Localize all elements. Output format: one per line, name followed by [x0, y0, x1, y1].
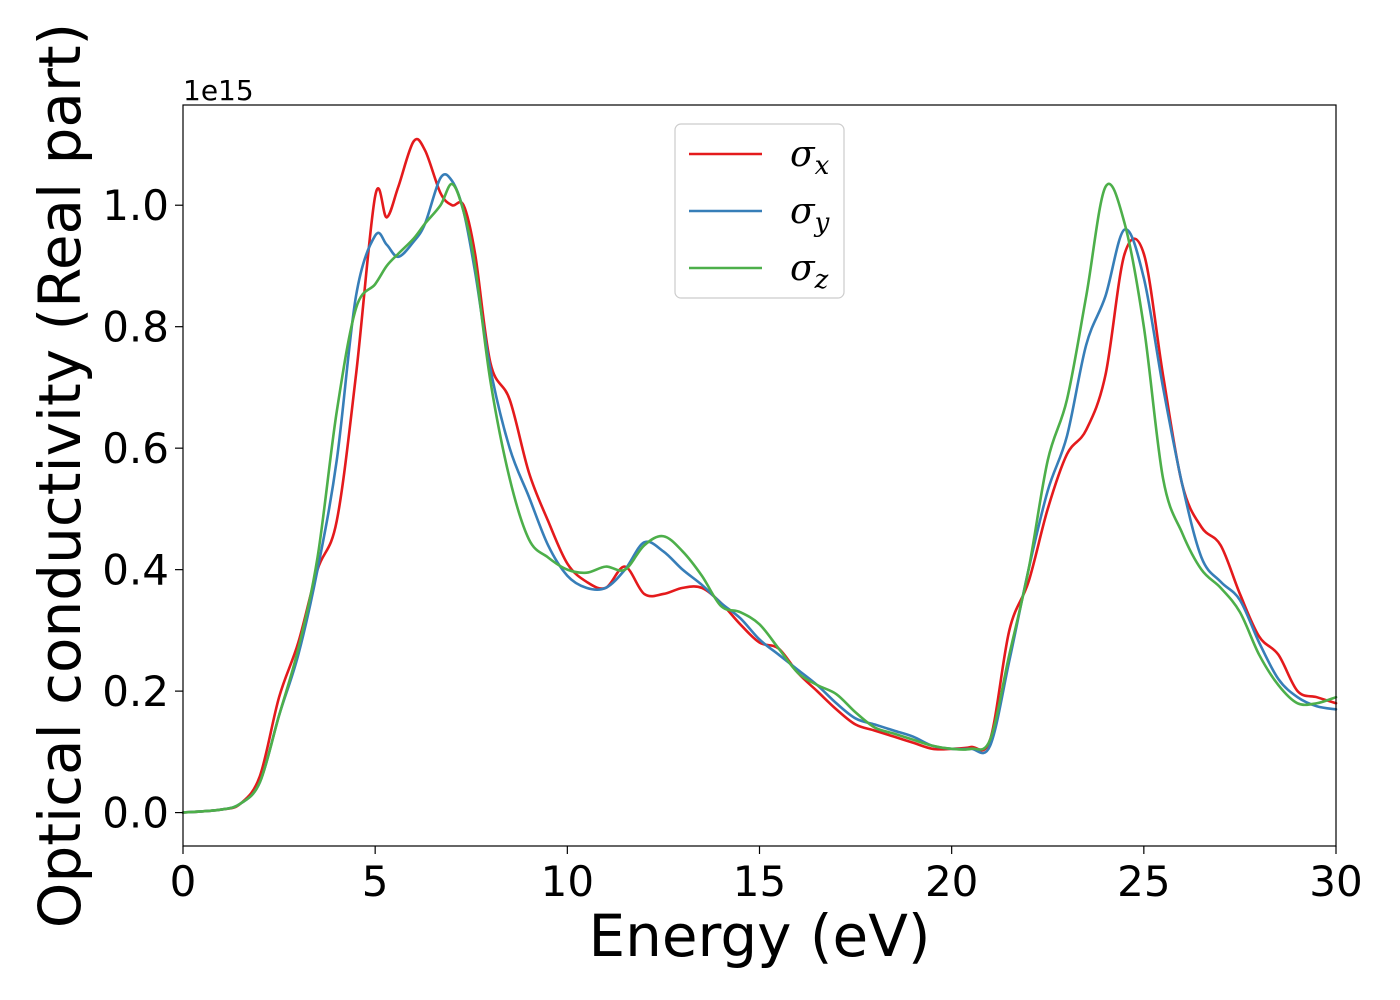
y-axis-offset-label: 1e15 — [183, 74, 254, 107]
series-line-x — [181, 137, 1338, 814]
x-axis-ticks: 0 5 10 15 20 25 30 — [170, 846, 1363, 906]
x-tick-label: 20 — [925, 857, 978, 906]
x-tick-label: 5 — [362, 857, 389, 906]
y-axis-ticks: 0.0 0.2 0.4 0.6 0.8 1.0 — [102, 181, 183, 838]
x-axis-label: Energy (eV) — [588, 902, 930, 970]
y-tick-label: 1.0 — [102, 181, 169, 230]
y-tick-label: 0.2 — [102, 667, 169, 716]
y-axis-label: Optical conductivity (Real part) — [26, 23, 94, 928]
series-line-z — [181, 182, 1338, 814]
x-tick-label: 0 — [170, 857, 197, 906]
y-tick-label: 0.4 — [102, 546, 169, 595]
x-tick-label: 30 — [1309, 857, 1362, 906]
plot-lines — [181, 137, 1338, 814]
y-tick-label: 0.6 — [102, 424, 169, 473]
y-tick-label: 0.8 — [102, 303, 169, 352]
series-line-y — [181, 172, 1338, 814]
x-tick-label: 10 — [541, 857, 594, 906]
x-tick-label: 25 — [1117, 857, 1170, 906]
x-tick-label: 15 — [733, 857, 786, 906]
y-tick-label: 0.0 — [102, 789, 169, 838]
